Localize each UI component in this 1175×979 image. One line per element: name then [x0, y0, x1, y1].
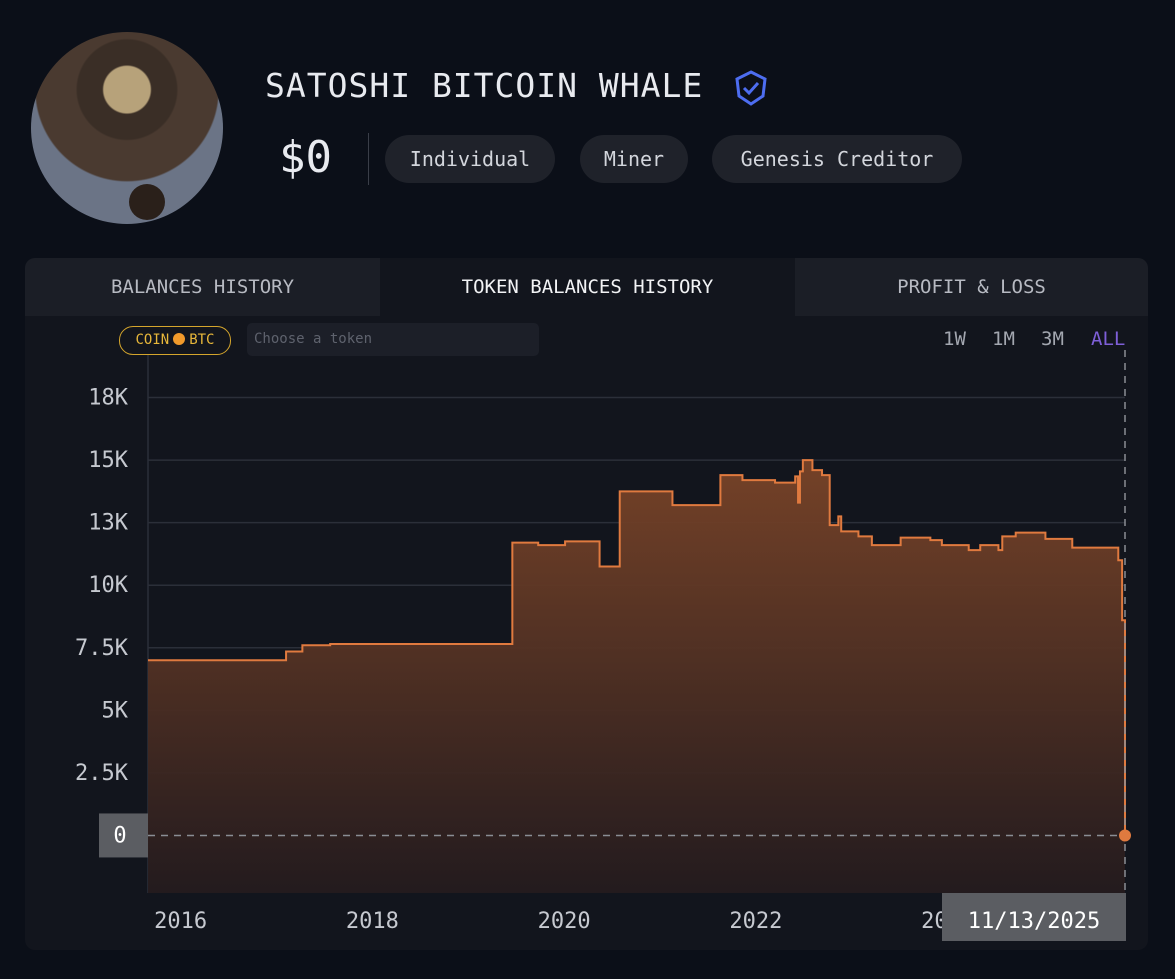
token-search[interactable]: Choose a token	[247, 323, 539, 356]
y-tick-label: 10K	[88, 573, 128, 598]
avatar	[31, 32, 223, 224]
y-tick-label: 18K	[88, 386, 128, 411]
avatar-coin	[129, 184, 165, 220]
range-button[interactable]: ALL	[1091, 328, 1126, 350]
crosshair-y-box	[99, 813, 148, 858]
balance: $0	[279, 132, 332, 183]
y-tick-label: 5K	[102, 698, 129, 723]
tag[interactable]: Individual	[385, 135, 555, 183]
tab[interactable]: PROFIT & LOSS	[795, 258, 1148, 316]
chip-token: BTC	[189, 332, 215, 348]
profile-name: SATOSHI BITCOIN WHALE	[265, 66, 704, 105]
tab-bar: BALANCES HISTORY TOKEN BALANCES HISTORY …	[25, 258, 1148, 316]
y-tick-label: 0	[113, 823, 126, 848]
verified-badge	[735, 70, 767, 106]
tag[interactable]: Miner	[580, 135, 688, 183]
range-button[interactable]: 1W	[943, 328, 966, 350]
x-tick-label: 2020	[538, 909, 591, 934]
divider	[368, 133, 369, 185]
crosshair-x-label: 11/13/2025	[968, 909, 1100, 934]
y-tick-label: 13K	[88, 511, 128, 536]
x-tick-label: 2022	[729, 909, 782, 934]
y-tick-label: 7.5K	[75, 636, 129, 661]
line	[148, 459, 1126, 836]
tab[interactable]: TOKEN BALANCES HISTORY	[380, 258, 795, 316]
range-button[interactable]: 1M	[992, 328, 1015, 350]
x-tick-label: 2016	[154, 909, 207, 934]
point	[1119, 829, 1131, 842]
coin-icon	[173, 333, 186, 345]
chip-kind: COIN	[135, 332, 170, 348]
badge-check	[742, 81, 760, 96]
crosshair-x-box	[942, 893, 1126, 941]
badge-shape	[735, 70, 767, 106]
area	[148, 460, 1125, 893]
y-tick-label: 15K	[88, 448, 128, 473]
range-button[interactable]: 3M	[1041, 328, 1064, 350]
y-tick-label: 2.5K	[75, 761, 129, 786]
x-tick-label: 2018	[346, 909, 399, 934]
tab[interactable]: BALANCES HISTORY	[25, 258, 380, 316]
token-chip[interactable]: COIN BTC	[119, 326, 231, 355]
tag[interactable]: Genesis Creditor	[712, 135, 962, 183]
